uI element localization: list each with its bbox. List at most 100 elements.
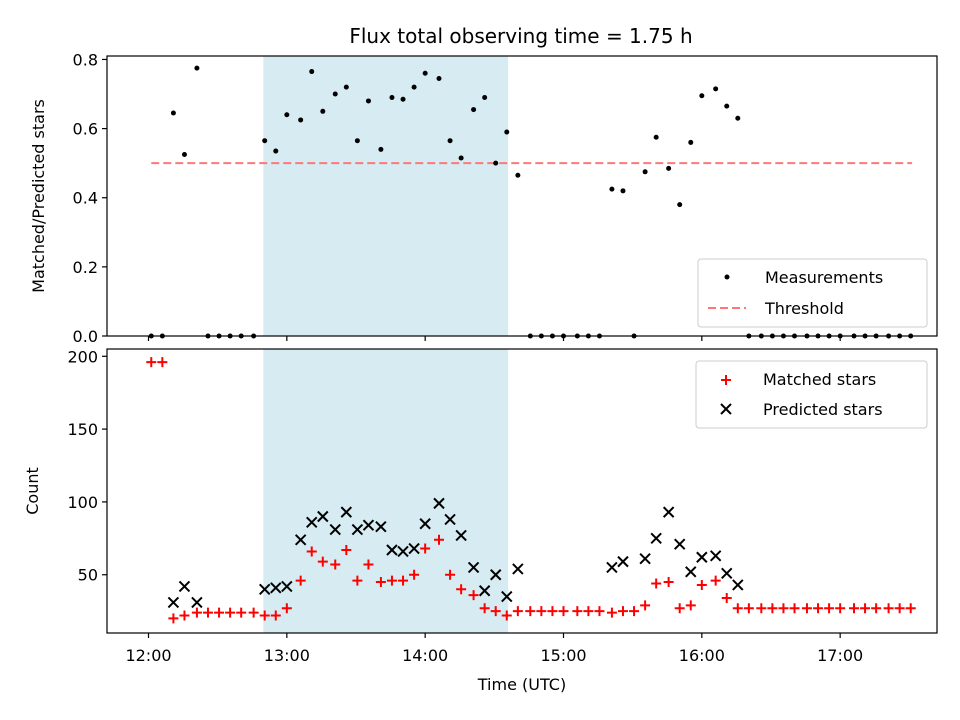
y-tick-label: 200 [67, 347, 98, 366]
predicted-star-point [732, 579, 744, 591]
matched-star-point [479, 603, 490, 614]
matched-star-point [789, 603, 800, 614]
matched-star-point [179, 610, 190, 621]
predicted-star-point [662, 506, 675, 518]
predicted-star-point [721, 567, 733, 579]
measurement-point [515, 172, 521, 178]
matched-star-point [386, 575, 397, 586]
measurement-point [458, 155, 464, 161]
predicted-star-point [362, 519, 375, 531]
measurement-point [620, 188, 626, 194]
predicted-star-point [167, 596, 180, 609]
predicted-star-point [490, 569, 502, 581]
matched-star-point [905, 603, 916, 614]
predicted-star-point [386, 544, 398, 556]
x-tick-label: 12:00 [125, 646, 171, 665]
matched-star-point [583, 606, 594, 617]
matched-star-point [317, 556, 328, 567]
measurement-point [713, 86, 719, 92]
matched-star-point [468, 590, 479, 601]
predicted-star-point [317, 510, 329, 523]
matched-star-point [801, 603, 812, 614]
observing-span [263, 56, 509, 336]
legend-predicted-marker [720, 403, 732, 415]
matched-star-point [445, 569, 456, 580]
x-tick-label: 17:00 [817, 646, 863, 665]
measurement-point [411, 84, 417, 90]
predicted-star-point [455, 529, 467, 542]
matched-star-point [434, 534, 444, 545]
matched-star-point [490, 606, 501, 617]
legend-predicted-label: Predicted stars [763, 400, 883, 419]
y-tick-label: 50 [78, 566, 98, 585]
matched-star-point [341, 544, 352, 555]
matched-star-point [651, 578, 662, 589]
measurement-point [436, 75, 442, 81]
measurement-point [343, 84, 349, 90]
predicted-star-point [270, 582, 282, 594]
y-tick-label: 0.6 [73, 120, 98, 139]
legend-box [695, 360, 928, 429]
measurement-point [482, 94, 488, 100]
matched-star-point [572, 606, 583, 617]
measurement-point [688, 139, 694, 145]
matched-star-point [813, 603, 824, 614]
matched-star-point [558, 606, 569, 617]
matched-star-point [883, 603, 894, 614]
matched-star-point [420, 543, 431, 554]
x-tick-label: 16:00 [679, 646, 725, 665]
matched-star-point [202, 607, 213, 618]
matched-star-point [547, 606, 558, 617]
predicted-star-point [467, 561, 480, 574]
y-tick-label: 0.8 [73, 50, 98, 69]
measurement-point [504, 129, 510, 135]
matched-star-point [721, 593, 732, 604]
predicted-star-point [178, 580, 191, 593]
legend-matched-marker [721, 375, 731, 385]
measurement-point [181, 152, 187, 158]
predicted-star-point [639, 553, 651, 565]
matched-star-point [236, 607, 247, 618]
y-tick-label: 150 [67, 420, 98, 439]
bottom-panel: 50 100 150 200 12:00 13:00 14:00 15:00 16:00 17:0… [23, 347, 938, 694]
matched-star-point [270, 610, 281, 621]
matched-star-point [685, 600, 696, 611]
matched-star-point [398, 575, 409, 586]
measurement-point [378, 146, 384, 152]
matched-star-point [191, 607, 202, 618]
matched-star-point [849, 603, 859, 614]
matched-star-point [375, 577, 386, 588]
matched-star-point [594, 606, 605, 617]
matched-star-point [732, 603, 743, 614]
measurement-point [284, 112, 290, 118]
matched-star-point [894, 603, 905, 614]
measurement-point [332, 91, 338, 97]
matched-star-point [536, 606, 547, 617]
matched-star-point [640, 600, 651, 611]
predicted-star-point [650, 532, 662, 545]
matched-star-point [871, 603, 882, 614]
x-tick-label: 13:00 [264, 646, 310, 665]
legend-box [697, 258, 928, 328]
matched-star-point [295, 575, 306, 586]
matched-star-point [606, 607, 617, 618]
predicted-star-point [340, 506, 353, 518]
predicted-star-point [433, 497, 445, 510]
matched-star-point [330, 559, 341, 570]
matched-star-point [248, 607, 259, 618]
matched-star-point [512, 606, 523, 617]
matched-star-point [281, 603, 292, 614]
y-axis-label: Matched/Predicted stars [29, 99, 48, 293]
predicted-star-point [375, 520, 387, 533]
predicted-star-point [281, 580, 293, 593]
legend-matched-label: Matched stars [763, 370, 876, 389]
measurement-point [262, 138, 268, 144]
axes-frame [106, 348, 938, 634]
predicted-star-point [617, 555, 629, 568]
matched-star-point [767, 603, 778, 614]
predicted-star-point [419, 518, 431, 530]
predicted-star-point [501, 590, 513, 603]
matched-star-point [824, 603, 835, 614]
matched-star-point [501, 610, 512, 621]
matched-star-point [743, 603, 754, 614]
